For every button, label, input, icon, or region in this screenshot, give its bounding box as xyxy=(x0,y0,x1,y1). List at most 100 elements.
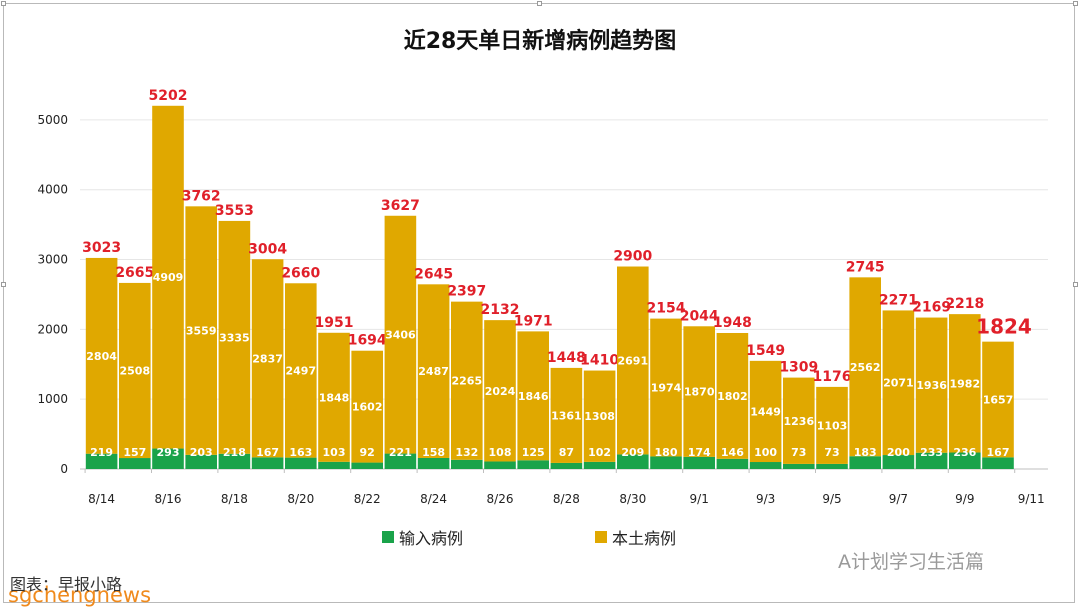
label-total: 3762 xyxy=(182,188,221,204)
bar-imported xyxy=(783,463,815,469)
label-total: 2271 xyxy=(879,292,918,308)
label-local: 2562 xyxy=(850,361,881,374)
bar-local xyxy=(617,266,649,455)
bar-imported xyxy=(915,452,948,469)
y-tick-label: 1000 xyxy=(37,392,68,406)
label-total: 2900 xyxy=(613,249,652,265)
x-tick-label: 8/30 xyxy=(619,492,646,506)
bar-local xyxy=(85,257,118,454)
y-tick-label: 0 xyxy=(60,462,68,476)
label-imported: 102 xyxy=(588,446,611,459)
label-local: 4909 xyxy=(153,271,184,284)
bar-local xyxy=(351,350,383,463)
label-local: 2508 xyxy=(119,364,150,377)
label-local: 1870 xyxy=(684,386,715,399)
bar-local xyxy=(650,318,682,457)
label-imported: 157 xyxy=(123,446,146,459)
label-local: 1846 xyxy=(518,390,549,403)
label-local: 1982 xyxy=(949,377,980,390)
watermark: A计划学习生活篇 sgchengnews 图表：早报小路 xyxy=(8,551,984,607)
label-local: 2691 xyxy=(617,354,648,367)
label-total: 2660 xyxy=(281,265,320,281)
label-local: 1103 xyxy=(817,419,848,432)
bar-imported xyxy=(550,462,583,469)
label-imported: 146 xyxy=(721,446,744,459)
x-tick-label: 8/26 xyxy=(487,492,514,506)
bar-imported xyxy=(816,463,848,469)
watermark-text: A计划学习生活篇 xyxy=(838,551,984,573)
bar-local xyxy=(583,370,616,462)
bar-local xyxy=(849,277,881,457)
label-imported: 163 xyxy=(289,446,312,459)
bar-local xyxy=(982,341,1014,458)
label-total: 1971 xyxy=(514,313,553,329)
bar-local xyxy=(384,215,417,454)
bar-local xyxy=(185,206,217,455)
bar-imported xyxy=(417,457,450,469)
label-total: 2645 xyxy=(414,266,453,282)
label-imported: 87 xyxy=(559,446,574,459)
label-total: 3004 xyxy=(248,241,287,257)
label-local: 1308 xyxy=(584,410,615,423)
label-local: 2497 xyxy=(285,364,316,377)
label-total: 2132 xyxy=(481,302,520,318)
label-total: 1694 xyxy=(348,333,387,349)
resize-handle[interactable] xyxy=(1,282,6,287)
y-tick-label: 5000 xyxy=(37,113,68,127)
resize-handle[interactable] xyxy=(1073,1,1078,6)
label-imported: 73 xyxy=(824,446,839,459)
label-imported: 183 xyxy=(854,446,877,459)
bar-imported xyxy=(484,461,516,469)
label-imported: 293 xyxy=(157,446,180,459)
label-imported: 236 xyxy=(953,446,976,459)
label-imported: 218 xyxy=(223,446,246,459)
bar-local xyxy=(285,283,317,458)
label-imported: 219 xyxy=(90,446,113,459)
bar-local xyxy=(119,282,151,459)
x-tick-label: 8/22 xyxy=(354,492,381,506)
x-tick-label: 8/14 xyxy=(88,492,115,506)
bar-local xyxy=(683,326,715,457)
label-total: 2154 xyxy=(647,301,686,317)
label-imported: 125 xyxy=(522,446,545,459)
label-total: 3023 xyxy=(82,240,121,256)
legend-label-local: 本土病例 xyxy=(612,529,676,548)
resize-handle[interactable] xyxy=(537,1,542,6)
bar-imported xyxy=(251,457,284,469)
x-tick-label: 9/5 xyxy=(822,492,841,506)
bar-imported xyxy=(185,454,217,469)
bar-local xyxy=(451,301,483,460)
bar-local xyxy=(251,259,284,458)
x-tick-label: 8/16 xyxy=(155,492,182,506)
label-imported: 132 xyxy=(455,446,478,459)
bar-imported xyxy=(119,458,151,469)
chart-title: 近28天单日新增病例趋势图 xyxy=(404,28,677,54)
bar-imported xyxy=(683,456,715,469)
label-total: 2745 xyxy=(846,259,885,275)
label-imported: 200 xyxy=(887,446,910,459)
label-imported: 73 xyxy=(791,446,806,459)
label-imported: 209 xyxy=(621,446,644,459)
bar-local xyxy=(915,317,948,453)
label-local: 1602 xyxy=(352,401,383,414)
legend-label-imported: 输入病例 xyxy=(399,529,463,548)
bars: 219 2804 3023 157 2508 2665 293 4909 5202 203 3559… xyxy=(82,88,1032,469)
bar-imported xyxy=(285,457,317,469)
bar-imported xyxy=(85,453,118,469)
label-local: 2071 xyxy=(883,377,914,390)
resize-handle[interactable] xyxy=(1073,282,1078,287)
bar-imported xyxy=(982,457,1014,469)
label-total: 3627 xyxy=(381,198,420,214)
resize-handle[interactable] xyxy=(1,1,6,6)
x-tick-label: 9/7 xyxy=(889,492,908,506)
label-total: 1448 xyxy=(547,350,586,366)
bar-imported xyxy=(749,462,782,469)
bar-imported xyxy=(882,455,915,469)
label-total: 2169 xyxy=(912,300,951,316)
label-imported: 103 xyxy=(323,446,346,459)
bar-imported xyxy=(949,452,981,469)
x-tick-label: 8/24 xyxy=(420,492,447,506)
label-total: 5202 xyxy=(149,88,188,104)
x-tick-label: 9/3 xyxy=(756,492,775,506)
label-local: 1449 xyxy=(750,405,781,418)
